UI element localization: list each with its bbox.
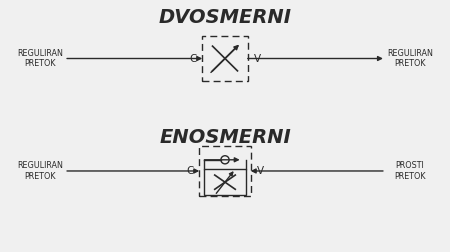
Text: V: V: [256, 165, 264, 175]
Text: REGULIRAN
PRETOK: REGULIRAN PRETOK: [18, 49, 63, 68]
Bar: [199, 146, 251, 197]
Text: REGULIRAN
PRETOK: REGULIRAN PRETOK: [18, 161, 63, 180]
Bar: [202, 37, 248, 82]
Text: REGULIRAN
PRETOK: REGULIRAN PRETOK: [387, 49, 432, 68]
Text: ENOSMERNI: ENOSMERNI: [159, 128, 291, 146]
Text: V: V: [254, 53, 261, 63]
Text: C: C: [189, 53, 196, 63]
Text: PROSTI
PRETOK: PROSTI PRETOK: [394, 161, 425, 180]
Text: DVOSMERNI: DVOSMERNI: [158, 8, 292, 26]
Bar: [204, 170, 246, 195]
Text: C: C: [186, 165, 194, 175]
